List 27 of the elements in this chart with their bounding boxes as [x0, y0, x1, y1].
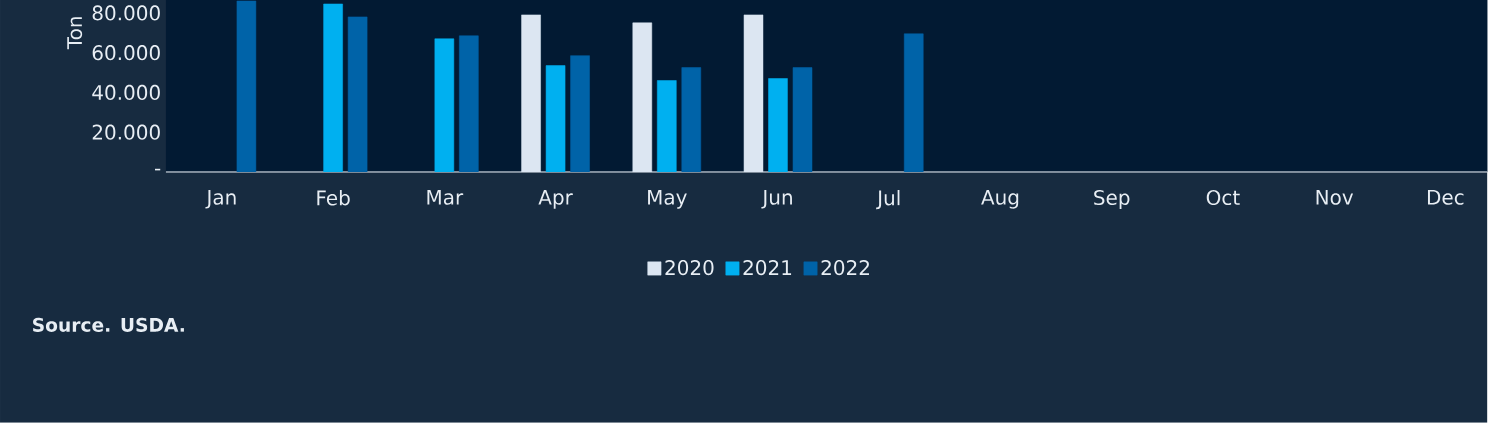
x-tick-label: Jan — [205, 190, 236, 209]
y-axis-title: Ton — [67, 17, 83, 50]
x-tick-label: Dec — [1427, 190, 1464, 205]
x-tick-label: Nov — [1316, 190, 1354, 205]
bar — [768, 78, 788, 173]
bar — [545, 65, 566, 173]
legend-label: 2020 — [665, 260, 714, 276]
x-tick-label: Mar — [427, 190, 464, 205]
y-tick-label: 80.000 — [92, 5, 160, 21]
x-tick-label: Oct — [1206, 190, 1240, 206]
y-tick-label: - — [154, 168, 161, 171]
x-tick-label: Feb — [317, 190, 350, 206]
legend-label: 2021 — [743, 260, 792, 276]
bar — [434, 38, 455, 173]
bar — [323, 3, 343, 173]
legend-label: 2022 — [821, 260, 869, 276]
x-tick-label: Aug — [981, 190, 1019, 209]
y-tick-label: 20.000 — [92, 124, 160, 140]
y-tick-label: 40.000 — [92, 84, 160, 101]
bar — [657, 80, 677, 173]
x-tick-label: May — [648, 190, 687, 209]
x-tick-label: Jul — [876, 190, 900, 210]
x-tick-label: Jun — [761, 190, 792, 209]
x-tick-label: Apr — [538, 190, 573, 209]
y-tick-label: 60.000 — [92, 45, 160, 61]
x-tick-label: Sep — [1094, 190, 1130, 210]
source-note: Source. USDA. — [33, 317, 184, 333]
